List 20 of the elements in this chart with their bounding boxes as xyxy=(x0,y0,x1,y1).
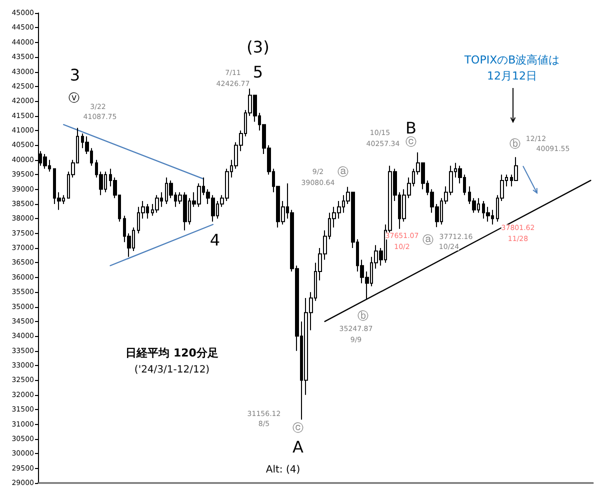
annotation: ⓒ xyxy=(292,422,304,434)
annotation: ⓒ xyxy=(406,136,416,148)
candlestick xyxy=(43,154,47,170)
annotation: 3 xyxy=(70,66,80,84)
annotation: 5 xyxy=(252,62,264,82)
annotation: B xyxy=(406,118,416,138)
annotation: TOPIXのB波高値は xyxy=(463,54,560,66)
annotation: ⓥ xyxy=(68,92,80,104)
text: 日経平均 120分足 xyxy=(126,346,218,360)
annotation: Alt: (4) xyxy=(266,464,300,476)
annotation: ⓐ xyxy=(338,166,348,178)
annotation: 12月12日 xyxy=(487,70,537,82)
annotation: ⓑ xyxy=(510,138,520,150)
text: ('24/3/1-12/12) xyxy=(134,364,210,376)
annotation: ⓑ xyxy=(358,310,368,322)
annotation: ⓐ xyxy=(422,234,434,246)
annotation: (3) xyxy=(246,38,270,56)
annotation: 4 xyxy=(210,230,220,250)
annotation: A xyxy=(292,438,304,456)
candlestick xyxy=(155,194,159,214)
